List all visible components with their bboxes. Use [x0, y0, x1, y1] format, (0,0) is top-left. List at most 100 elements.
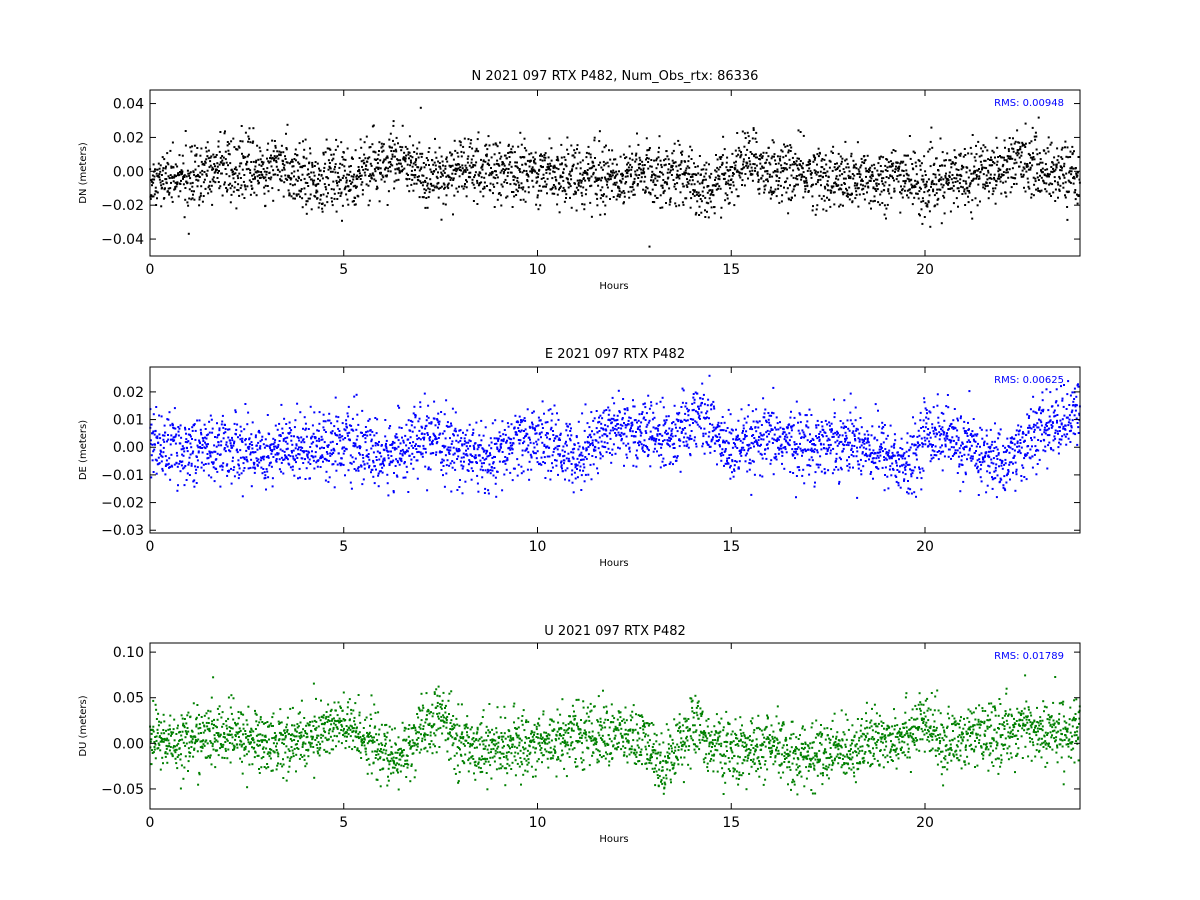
data-point: [329, 441, 332, 444]
data-point: [1048, 183, 1051, 186]
data-point: [173, 175, 176, 178]
data-point: [446, 425, 449, 428]
data-point: [555, 159, 558, 161]
data-point: [1032, 152, 1034, 155]
data-point: [196, 185, 199, 188]
data-point: [215, 458, 218, 461]
data-point: [678, 204, 681, 207]
data-point: [285, 448, 288, 451]
data-point: [947, 183, 950, 186]
data-point: [255, 171, 258, 174]
data-point: [1009, 155, 1012, 158]
data-point: [386, 204, 389, 206]
data-point: [517, 421, 519, 424]
data-point: [864, 159, 867, 161]
data-point: [608, 149, 610, 152]
data-point: [264, 204, 267, 207]
data-point: [781, 150, 784, 153]
data-point: [151, 195, 154, 198]
data-point: [495, 437, 498, 440]
data-point: [1048, 175, 1050, 178]
data-point: [483, 176, 486, 179]
data-point: [542, 450, 545, 453]
data-point: [714, 169, 717, 172]
data-point: [247, 153, 250, 156]
data-point: [963, 148, 966, 150]
data-point: [668, 187, 671, 190]
data-point: [458, 429, 461, 432]
data-point: [554, 437, 557, 440]
data-point: [268, 445, 271, 448]
data-point: [528, 436, 531, 439]
data-point: [1022, 175, 1025, 178]
y-tick-label: 0.04: [113, 97, 144, 113]
data-point: [1046, 175, 1049, 178]
data-point: [967, 201, 970, 204]
data-point: [770, 186, 772, 189]
data-point: [393, 446, 396, 449]
data-point: [174, 187, 177, 190]
data-point: [577, 183, 580, 186]
data-point: [552, 450, 555, 453]
data-point: [655, 167, 658, 170]
data-point: [298, 189, 301, 192]
data-point: [180, 448, 183, 451]
data-point: [737, 153, 740, 156]
data-point: [203, 163, 206, 166]
data-point: [297, 161, 300, 164]
data-point: [552, 434, 555, 436]
data-point: [757, 178, 760, 181]
data-point: [481, 447, 484, 450]
data-point: [543, 445, 546, 447]
data-point: [829, 205, 832, 208]
data-point: [917, 181, 920, 184]
data-point: [601, 176, 603, 179]
data-point: [194, 175, 197, 178]
data-point: [688, 173, 691, 176]
data-point: [836, 168, 839, 170]
data-point: [374, 151, 377, 154]
data-point: [1033, 183, 1036, 186]
data-point: [743, 132, 746, 135]
data-point: [387, 170, 390, 173]
data-point: [170, 181, 172, 184]
data-point: [572, 491, 575, 494]
data-point: [841, 157, 844, 160]
data-point: [229, 450, 232, 453]
data-point: [272, 456, 275, 458]
data-point: [492, 143, 495, 146]
data-point: [487, 492, 490, 495]
data-point: [310, 208, 313, 211]
data-point: [498, 450, 501, 453]
data-point: [320, 174, 323, 176]
data-point: [741, 184, 743, 186]
data-point: [723, 177, 726, 180]
data-point: [204, 441, 206, 444]
data-point: [372, 475, 375, 478]
data-point: [294, 183, 296, 186]
data-point: [462, 431, 464, 434]
data-point: [184, 144, 187, 147]
data-point: [190, 190, 193, 193]
data-point: [264, 476, 267, 479]
data-point: [443, 171, 446, 174]
data-point: [995, 163, 998, 166]
data-point: [470, 467, 473, 470]
data-point: [588, 167, 591, 170]
data-point: [184, 426, 186, 429]
data-point: [509, 183, 512, 186]
data-point: [682, 203, 685, 206]
data-point: [788, 166, 791, 169]
data-point: [214, 450, 217, 453]
data-point: [509, 448, 512, 451]
data-point: [920, 208, 923, 211]
data-point: [381, 174, 384, 177]
data-point: [229, 201, 232, 204]
data-point: [216, 162, 219, 165]
data-point: [278, 422, 281, 425]
data-point: [440, 171, 443, 174]
data-point: [441, 174, 444, 177]
data-point: [158, 167, 161, 170]
data-point: [718, 178, 721, 181]
data-point: [241, 140, 244, 143]
